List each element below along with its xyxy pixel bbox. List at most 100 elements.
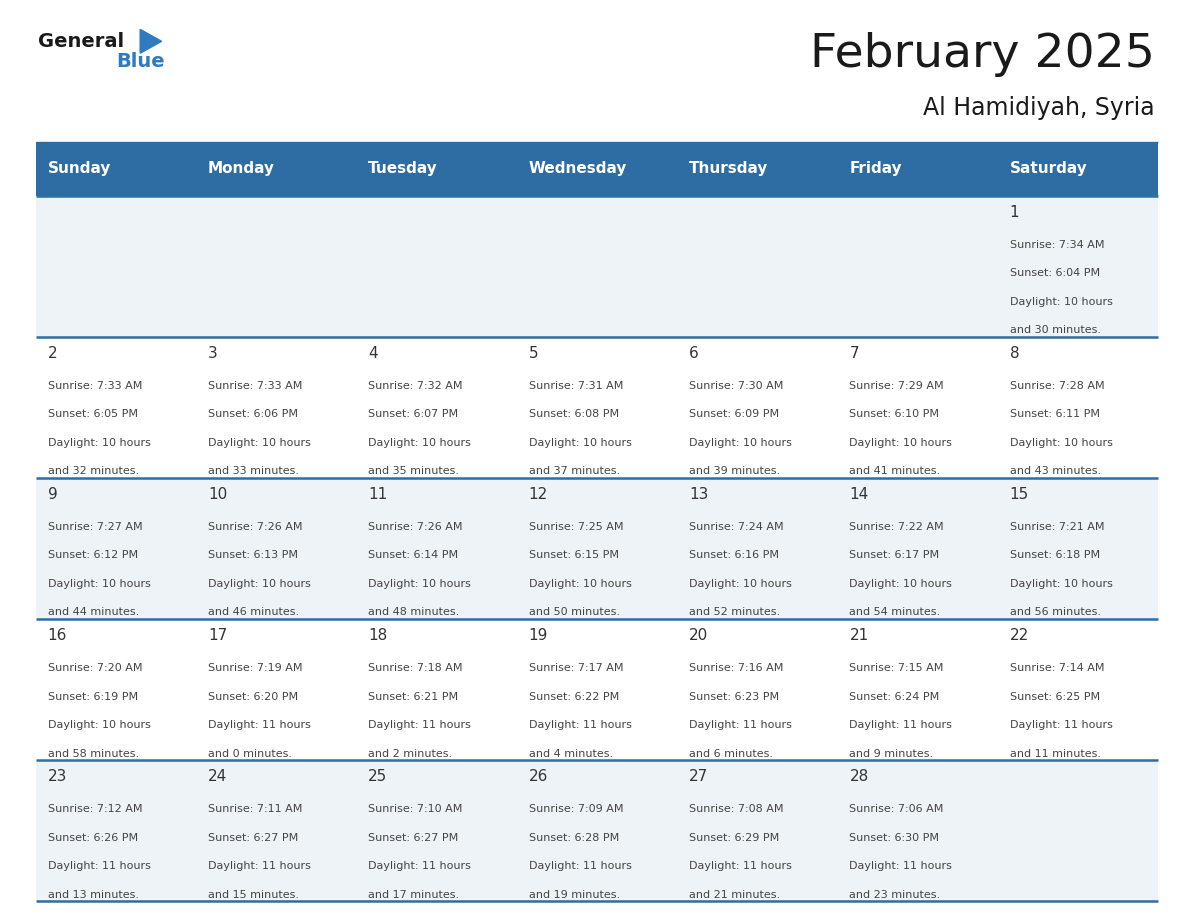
Text: Monday: Monday (208, 162, 274, 176)
Text: 2: 2 (48, 346, 57, 361)
Bar (36, 760, 1158, 901)
Text: 3: 3 (208, 346, 217, 361)
Text: Sunrise: 7:19 AM: Sunrise: 7:19 AM (208, 663, 303, 673)
Text: and 46 minutes.: and 46 minutes. (208, 608, 299, 617)
Text: Sunrise: 7:06 AM: Sunrise: 7:06 AM (849, 804, 943, 814)
Text: Daylight: 10 hours: Daylight: 10 hours (208, 579, 311, 588)
Text: Daylight: 11 hours: Daylight: 11 hours (1010, 720, 1113, 730)
Text: and 0 minutes.: and 0 minutes. (208, 748, 292, 758)
Text: Sunrise: 7:31 AM: Sunrise: 7:31 AM (529, 381, 623, 391)
Text: and 48 minutes.: and 48 minutes. (368, 608, 460, 617)
Text: Daylight: 11 hours: Daylight: 11 hours (849, 861, 953, 871)
Text: Sunrise: 7:11 AM: Sunrise: 7:11 AM (208, 804, 302, 814)
Text: Wednesday: Wednesday (529, 162, 627, 176)
Text: Sunset: 6:17 PM: Sunset: 6:17 PM (849, 551, 940, 560)
Text: Sunrise: 7:26 AM: Sunrise: 7:26 AM (208, 522, 303, 532)
Text: February 2025: February 2025 (810, 32, 1155, 77)
Text: 6: 6 (689, 346, 699, 361)
Text: Friday: Friday (849, 162, 902, 176)
Text: 9: 9 (48, 487, 57, 502)
Text: and 35 minutes.: and 35 minutes. (368, 466, 460, 476)
Text: Sunset: 6:23 PM: Sunset: 6:23 PM (689, 691, 779, 701)
Text: Sunrise: 7:32 AM: Sunrise: 7:32 AM (368, 381, 463, 391)
Text: Sunrise: 7:33 AM: Sunrise: 7:33 AM (208, 381, 302, 391)
Text: Sunset: 6:24 PM: Sunset: 6:24 PM (849, 691, 940, 701)
Text: 15: 15 (1010, 487, 1029, 502)
Text: and 41 minutes.: and 41 minutes. (849, 466, 941, 476)
Text: Sunset: 6:10 PM: Sunset: 6:10 PM (849, 409, 940, 420)
Text: Daylight: 10 hours: Daylight: 10 hours (48, 720, 151, 730)
Text: Daylight: 10 hours: Daylight: 10 hours (529, 579, 632, 588)
Text: and 32 minutes.: and 32 minutes. (48, 466, 139, 476)
Text: and 44 minutes.: and 44 minutes. (48, 608, 139, 617)
Text: Daylight: 10 hours: Daylight: 10 hours (48, 438, 151, 448)
Text: and 15 minutes.: and 15 minutes. (208, 890, 299, 900)
Text: Sunrise: 7:10 AM: Sunrise: 7:10 AM (368, 804, 462, 814)
Text: Sunrise: 7:25 AM: Sunrise: 7:25 AM (529, 522, 624, 532)
Text: 18: 18 (368, 628, 387, 644)
Text: Daylight: 11 hours: Daylight: 11 hours (689, 720, 792, 730)
Text: Sunset: 6:11 PM: Sunset: 6:11 PM (1010, 409, 1100, 420)
Text: and 54 minutes.: and 54 minutes. (849, 608, 941, 617)
Text: 11: 11 (368, 487, 387, 502)
Text: Sunrise: 7:28 AM: Sunrise: 7:28 AM (1010, 381, 1105, 391)
Text: Sunrise: 7:29 AM: Sunrise: 7:29 AM (849, 381, 944, 391)
Text: Sunset: 6:09 PM: Sunset: 6:09 PM (689, 409, 779, 420)
Text: Tuesday: Tuesday (368, 162, 438, 176)
Text: 17: 17 (208, 628, 227, 644)
Text: Sunrise: 7:12 AM: Sunrise: 7:12 AM (48, 804, 143, 814)
Text: 12: 12 (529, 487, 548, 502)
Text: Sunset: 6:16 PM: Sunset: 6:16 PM (689, 551, 779, 560)
Text: Sunset: 6:05 PM: Sunset: 6:05 PM (48, 409, 138, 420)
Text: 26: 26 (529, 769, 548, 785)
Text: and 37 minutes.: and 37 minutes. (529, 466, 620, 476)
Text: Sunrise: 7:15 AM: Sunrise: 7:15 AM (849, 663, 943, 673)
Text: Daylight: 10 hours: Daylight: 10 hours (849, 438, 953, 448)
Text: and 4 minutes.: and 4 minutes. (529, 748, 613, 758)
Text: Sunday: Sunday (48, 162, 110, 176)
Text: Thursday: Thursday (689, 162, 769, 176)
Text: Sunrise: 7:26 AM: Sunrise: 7:26 AM (368, 522, 463, 532)
Text: Sunset: 6:22 PM: Sunset: 6:22 PM (529, 691, 619, 701)
Text: 5: 5 (529, 346, 538, 361)
Text: Daylight: 11 hours: Daylight: 11 hours (689, 861, 792, 871)
Text: Daylight: 11 hours: Daylight: 11 hours (208, 720, 311, 730)
Text: Daylight: 11 hours: Daylight: 11 hours (48, 861, 151, 871)
Text: Daylight: 11 hours: Daylight: 11 hours (529, 861, 632, 871)
Text: and 23 minutes.: and 23 minutes. (849, 890, 941, 900)
Text: 4: 4 (368, 346, 378, 361)
Text: Sunrise: 7:34 AM: Sunrise: 7:34 AM (1010, 240, 1105, 250)
Text: Sunset: 6:27 PM: Sunset: 6:27 PM (368, 833, 459, 843)
Text: Daylight: 11 hours: Daylight: 11 hours (849, 720, 953, 730)
Text: Sunrise: 7:30 AM: Sunrise: 7:30 AM (689, 381, 783, 391)
Text: Sunset: 6:28 PM: Sunset: 6:28 PM (529, 833, 619, 843)
Text: and 9 minutes.: and 9 minutes. (849, 748, 934, 758)
Text: Daylight: 10 hours: Daylight: 10 hours (368, 579, 472, 588)
Text: and 21 minutes.: and 21 minutes. (689, 890, 781, 900)
Text: and 56 minutes.: and 56 minutes. (1010, 608, 1101, 617)
Text: Daylight: 10 hours: Daylight: 10 hours (849, 579, 953, 588)
Text: and 43 minutes.: and 43 minutes. (1010, 466, 1101, 476)
Text: Sunrise: 7:18 AM: Sunrise: 7:18 AM (368, 663, 463, 673)
Text: Daylight: 10 hours: Daylight: 10 hours (1010, 297, 1113, 307)
Text: and 19 minutes.: and 19 minutes. (529, 890, 620, 900)
Text: Sunset: 6:18 PM: Sunset: 6:18 PM (1010, 551, 1100, 560)
Text: Blue: Blue (116, 52, 165, 72)
Text: and 52 minutes.: and 52 minutes. (689, 608, 781, 617)
Text: General: General (38, 32, 124, 51)
Text: Daylight: 10 hours: Daylight: 10 hours (529, 438, 632, 448)
Text: and 30 minutes.: and 30 minutes. (1010, 325, 1101, 335)
Text: and 58 minutes.: and 58 minutes. (48, 748, 139, 758)
Text: 27: 27 (689, 769, 708, 785)
Text: Saturday: Saturday (1010, 162, 1087, 176)
Text: Daylight: 10 hours: Daylight: 10 hours (48, 579, 151, 588)
Text: Daylight: 11 hours: Daylight: 11 hours (368, 720, 472, 730)
Text: Sunrise: 7:08 AM: Sunrise: 7:08 AM (689, 804, 784, 814)
Text: 1: 1 (1010, 205, 1019, 219)
Text: Sunset: 6:07 PM: Sunset: 6:07 PM (368, 409, 459, 420)
Text: Sunrise: 7:14 AM: Sunrise: 7:14 AM (1010, 663, 1105, 673)
Text: Sunset: 6:21 PM: Sunset: 6:21 PM (368, 691, 459, 701)
Bar (36, 142, 1158, 196)
Text: Sunrise: 7:20 AM: Sunrise: 7:20 AM (48, 663, 143, 673)
Text: Sunset: 6:19 PM: Sunset: 6:19 PM (48, 691, 138, 701)
